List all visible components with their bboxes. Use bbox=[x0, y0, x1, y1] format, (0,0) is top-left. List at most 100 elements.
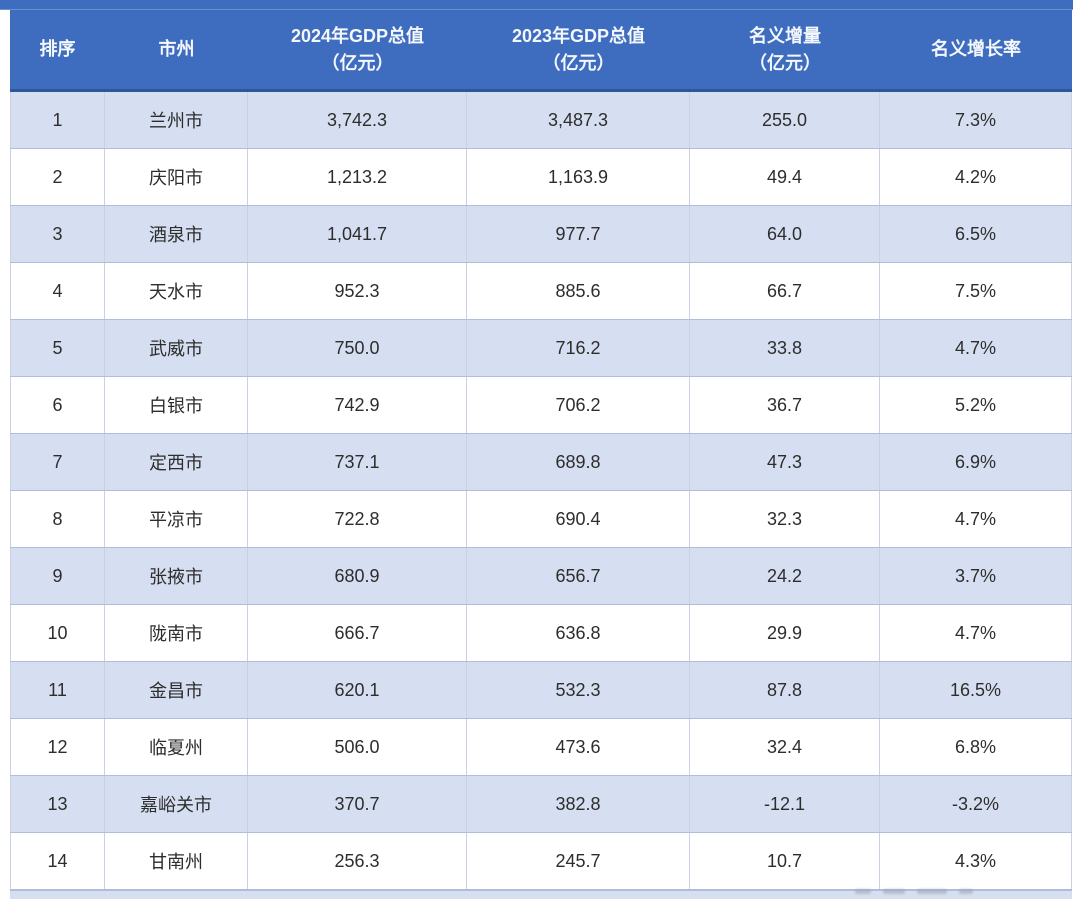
header-label: 2023年GDP总值 bbox=[511, 26, 646, 47]
cell-nominal-increase: 32.4 bbox=[690, 719, 880, 775]
cell-nominal-increase: 47.3 bbox=[690, 434, 880, 490]
cell-city: 临夏州 bbox=[105, 719, 248, 775]
table-row: 9 张掖市 680.9 656.7 24.2 3.7% bbox=[10, 548, 1072, 605]
cell-rank: 11 bbox=[10, 662, 105, 718]
cell-gdp2023: 532.3 bbox=[467, 662, 690, 718]
cell-gdp2023: 382.8 bbox=[467, 776, 690, 832]
cell-gdp2023: 245.7 bbox=[467, 833, 690, 889]
cell-gdp2024: 620.1 bbox=[248, 662, 467, 718]
cell-nominal-increase: 255.0 bbox=[690, 92, 880, 148]
cell-rank: 9 bbox=[10, 548, 105, 604]
cell-city: 张掖市 bbox=[105, 548, 248, 604]
cell-rank: 14 bbox=[10, 833, 105, 889]
cell-city: 嘉峪关市 bbox=[105, 776, 248, 832]
header-cell-city: 市州 bbox=[105, 10, 248, 89]
cell-rank: 13 bbox=[10, 776, 105, 832]
cell-nominal-growth-rate: 5.2% bbox=[880, 377, 1072, 433]
cell-nominal-increase: 87.8 bbox=[690, 662, 880, 718]
cell-nominal-increase: 64.0 bbox=[690, 206, 880, 262]
cell-city: 庆阳市 bbox=[105, 149, 248, 205]
cell-city: 白银市 bbox=[105, 377, 248, 433]
cell-rank: 10 bbox=[10, 605, 105, 661]
cell-nominal-increase: 32.3 bbox=[690, 491, 880, 547]
top-blue-strip bbox=[0, 0, 1073, 10]
cell-nominal-increase: 10.7 bbox=[690, 833, 880, 889]
header-sublabel: （亿元） bbox=[749, 52, 821, 73]
cell-nominal-growth-rate: 6.5% bbox=[880, 206, 1072, 262]
cell-rank: 8 bbox=[10, 491, 105, 547]
header-cell-rank: 排序 bbox=[10, 10, 105, 89]
cell-rank: 1 bbox=[10, 92, 105, 148]
cell-gdp2024: 952.3 bbox=[248, 263, 467, 319]
table-row: 2 庆阳市 1,213.2 1,163.9 49.4 4.2% bbox=[10, 149, 1072, 206]
cell-city: 金昌市 bbox=[105, 662, 248, 718]
table-row: 6 白银市 742.9 706.2 36.7 5.2% bbox=[10, 377, 1072, 434]
cell-gdp2023: 689.8 bbox=[467, 434, 690, 490]
cell-city: 平凉市 bbox=[105, 491, 248, 547]
cell-nominal-growth-rate: -3.2% bbox=[880, 776, 1072, 832]
cell-gdp2023: 636.8 bbox=[467, 605, 690, 661]
table-row: 11 金昌市 620.1 532.3 87.8 16.5% bbox=[10, 662, 1072, 719]
cell-rank: 5 bbox=[10, 320, 105, 376]
header-sublabel: （亿元） bbox=[321, 52, 394, 73]
cell-nominal-increase: -12.1 bbox=[690, 776, 880, 832]
cell-gdp2024: 737.1 bbox=[248, 434, 467, 490]
cutoff-next-row bbox=[10, 890, 1072, 899]
cell-gdp2023: 977.7 bbox=[467, 206, 690, 262]
header-cell-gdp2023: 2023年GDP总值 （亿元） bbox=[467, 10, 690, 89]
cell-nominal-growth-rate: 3.7% bbox=[880, 548, 1072, 604]
header-label: 名义增量 bbox=[749, 26, 821, 47]
faint-watermark bbox=[855, 886, 1025, 896]
cell-nominal-increase: 33.8 bbox=[690, 320, 880, 376]
table-row: 12 临夏州 506.0 473.6 32.4 6.8% bbox=[10, 719, 1072, 776]
cell-rank: 7 bbox=[10, 434, 105, 490]
header-sublabel: （亿元） bbox=[542, 52, 615, 73]
header-cell-nominal-growth-rate: 名义增长率 bbox=[880, 10, 1072, 89]
cell-gdp2023: 885.6 bbox=[467, 263, 690, 319]
table-row: 5 武威市 750.0 716.2 33.8 4.7% bbox=[10, 320, 1072, 377]
cell-nominal-growth-rate: 4.7% bbox=[880, 320, 1072, 376]
cell-nominal-growth-rate: 7.3% bbox=[880, 92, 1072, 148]
cell-nominal-increase: 24.2 bbox=[690, 548, 880, 604]
header-cell-gdp2024: 2024年GDP总值 （亿元） bbox=[248, 10, 467, 89]
table-row: 10 陇南市 666.7 636.8 29.9 4.7% bbox=[10, 605, 1072, 662]
cell-nominal-growth-rate: 16.5% bbox=[880, 662, 1072, 718]
cell-gdp2023: 1,163.9 bbox=[467, 149, 690, 205]
cell-rank: 12 bbox=[10, 719, 105, 775]
table-body: 1 兰州市 3,742.3 3,487.3 255.0 7.3% 2 庆阳市 1,213.2 1,… bbox=[10, 92, 1072, 890]
cell-nominal-increase: 29.9 bbox=[690, 605, 880, 661]
table-row: 8 平凉市 722.8 690.4 32.3 4.7% bbox=[10, 491, 1072, 548]
cell-rank: 2 bbox=[10, 149, 105, 205]
cell-nominal-growth-rate: 7.5% bbox=[880, 263, 1072, 319]
table-header-row: 排序 市州 2024年GDP总值 （亿元） 2023年GDP总值 （亿元） 名义… bbox=[10, 10, 1072, 92]
cell-gdp2024: 666.7 bbox=[248, 605, 467, 661]
cell-nominal-growth-rate: 6.9% bbox=[880, 434, 1072, 490]
cell-rank: 4 bbox=[10, 263, 105, 319]
cell-city: 兰州市 bbox=[105, 92, 248, 148]
cell-nominal-growth-rate: 6.8% bbox=[880, 719, 1072, 775]
cell-gdp2024: 256.3 bbox=[248, 833, 467, 889]
cell-nominal-growth-rate: 4.2% bbox=[880, 149, 1072, 205]
cell-gdp2024: 370.7 bbox=[248, 776, 467, 832]
cell-gdp2023: 3,487.3 bbox=[467, 92, 690, 148]
cell-nominal-growth-rate: 4.3% bbox=[880, 833, 1072, 889]
cell-gdp2024: 1,213.2 bbox=[248, 149, 467, 205]
cell-nominal-increase: 49.4 bbox=[690, 149, 880, 205]
cell-rank: 6 bbox=[10, 377, 105, 433]
cell-gdp2023: 706.2 bbox=[467, 377, 690, 433]
cell-gdp2023: 656.7 bbox=[467, 548, 690, 604]
cell-city: 甘南州 bbox=[105, 833, 248, 889]
header-label: 2024年GDP总值 bbox=[290, 26, 425, 47]
cell-nominal-growth-rate: 4.7% bbox=[880, 605, 1072, 661]
cell-gdp2024: 3,742.3 bbox=[248, 92, 467, 148]
cell-gdp2024: 750.0 bbox=[248, 320, 467, 376]
header-cell-nominal-increase: 名义增量 （亿元） bbox=[690, 10, 880, 89]
cell-gdp2024: 742.9 bbox=[248, 377, 467, 433]
cell-city: 武威市 bbox=[105, 320, 248, 376]
table-row: 7 定西市 737.1 689.8 47.3 6.9% bbox=[10, 434, 1072, 491]
cell-city: 天水市 bbox=[105, 263, 248, 319]
gdp-ranking-table: 排序 市州 2024年GDP总值 （亿元） 2023年GDP总值 （亿元） 名义… bbox=[10, 10, 1072, 890]
cell-gdp2023: 473.6 bbox=[467, 719, 690, 775]
cell-gdp2024: 1,041.7 bbox=[248, 206, 467, 262]
table-row: 13 嘉峪关市 370.7 382.8 -12.1 -3.2% bbox=[10, 776, 1072, 833]
